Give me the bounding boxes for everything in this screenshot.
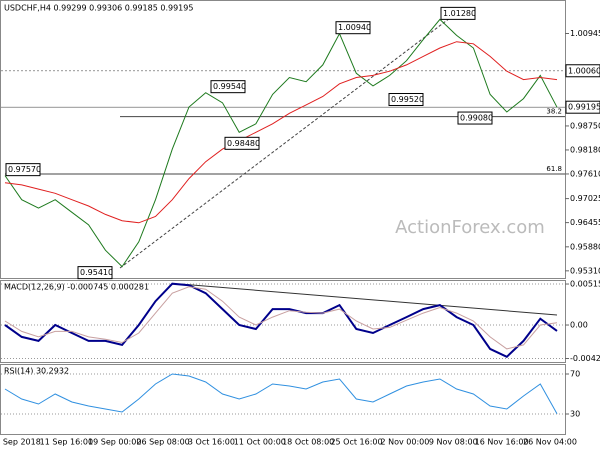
annotation-box bbox=[388, 93, 424, 107]
annotation-box bbox=[440, 6, 476, 20]
annotation-label: 0.99540 bbox=[213, 82, 246, 91]
level-box bbox=[565, 100, 600, 114]
x-tick-label: 26 Nov 04:00 bbox=[523, 438, 577, 447]
y-tick-label: 0.97610 bbox=[570, 169, 600, 178]
y-tick-label: 0.00 bbox=[570, 321, 588, 330]
y-tick-label: 0.95880 bbox=[570, 242, 600, 251]
x-tick-label: 18 Oct 08:00 bbox=[282, 438, 334, 447]
series-line bbox=[4, 282, 558, 358]
annotation-label: 0.95410 bbox=[80, 268, 113, 277]
rsi-title: RSI(14) 30.2932 bbox=[4, 367, 69, 376]
macd-trend-line bbox=[179, 283, 558, 316]
x-tick-label: 2 Nov 00:00 bbox=[380, 438, 429, 447]
x-tick-label: 9 Nov 08:00 bbox=[429, 438, 478, 447]
annotation-label: 1.01280 bbox=[443, 9, 476, 18]
y-tick-label: 0.98750 bbox=[570, 121, 600, 130]
level-label: 1.00060 bbox=[568, 66, 600, 75]
y-tick-label: 0.96455 bbox=[570, 218, 600, 227]
series-line bbox=[4, 286, 558, 350]
fib-label: 61.8 bbox=[546, 165, 562, 173]
x-tick-label: 4 Sep 2018 bbox=[0, 438, 41, 447]
annotation-box bbox=[5, 163, 41, 177]
watermark: ActionForex.com bbox=[395, 217, 545, 238]
series-line bbox=[4, 373, 558, 414]
y-tick-label: 0.98180 bbox=[570, 145, 600, 154]
trend-line bbox=[119, 17, 451, 269]
annotation-label: 0.98480 bbox=[227, 139, 260, 148]
macd-panel bbox=[0, 280, 566, 363]
y-tick-label: 0.005154 bbox=[570, 280, 600, 289]
fib-label: 38.2 bbox=[546, 108, 562, 116]
x-tick-label: 11 Oct 00:00 bbox=[234, 438, 286, 447]
annotation-label: 1.00940 bbox=[338, 23, 371, 32]
x-tick-label: 3 Oct 16:00 bbox=[188, 438, 235, 447]
annotation-label: 0.97570 bbox=[8, 165, 41, 174]
x-tick-label: 26 Sep 08:00 bbox=[136, 438, 189, 447]
annotation-box bbox=[210, 80, 246, 94]
macd-title: MACD(12,26,9) -0.000745 0.000281 bbox=[4, 283, 149, 292]
level-box bbox=[565, 64, 600, 78]
y-tick-label: 1.00945 bbox=[570, 29, 600, 38]
series-line bbox=[4, 41, 558, 224]
annotation-box bbox=[335, 21, 371, 35]
x-tick-label: 19 Sep 00:00 bbox=[88, 438, 141, 447]
price-panel bbox=[0, 0, 566, 279]
y-tick-label: -0.004209 bbox=[570, 354, 600, 363]
annotation-label: 0.99520 bbox=[391, 95, 424, 104]
annotation-box bbox=[457, 111, 493, 125]
annotation-box bbox=[77, 266, 113, 280]
y-tick-label: 0.95310 bbox=[570, 266, 600, 275]
y-tick-label: 30 bbox=[570, 410, 580, 419]
x-tick-label: 25 Oct 16:00 bbox=[330, 438, 382, 447]
chart-title: USDCHF,H4 0.99299 0.99306 0.99185 0.9919… bbox=[4, 4, 193, 13]
y-tick-label: 0.97025 bbox=[570, 194, 600, 203]
y-tick-label: 70 bbox=[570, 370, 580, 379]
series-line bbox=[4, 18, 558, 268]
level-label: 0.99195 bbox=[568, 103, 600, 112]
rsi-panel bbox=[0, 364, 566, 435]
x-tick-label: 16 Nov 16:00 bbox=[475, 438, 529, 447]
annotation-label: 0.99080 bbox=[460, 114, 493, 123]
annotation-box bbox=[224, 136, 260, 150]
x-tick-label: 11 Sep 16:00 bbox=[40, 438, 93, 447]
